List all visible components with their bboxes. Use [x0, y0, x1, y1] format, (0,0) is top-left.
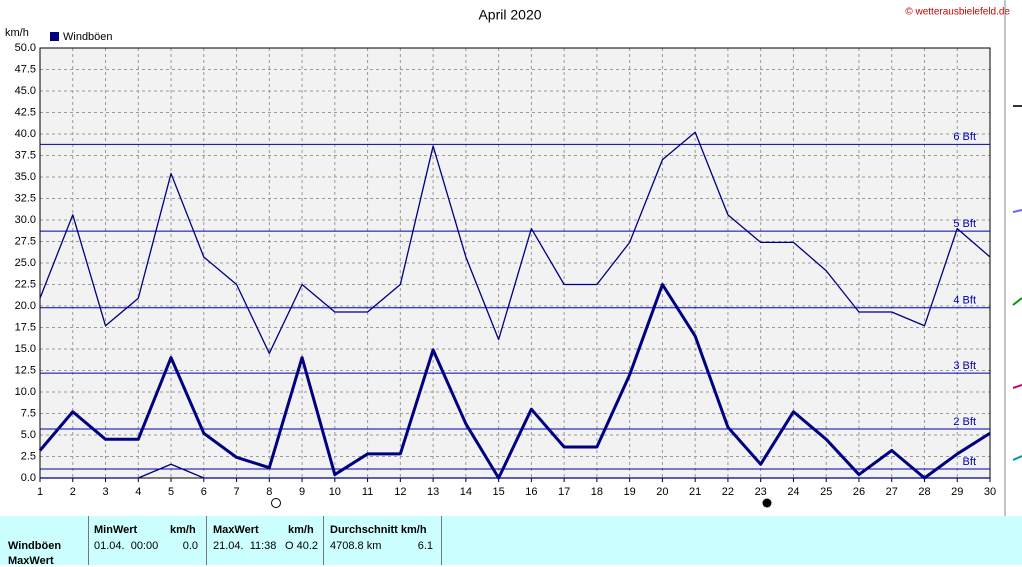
x-tick-label: 20: [656, 486, 668, 498]
cell: 01.04. 00:00: [94, 540, 159, 552]
row-label: Windböen: [8, 540, 62, 552]
x-tick-label: 22: [722, 486, 734, 498]
cell: 0.0: [182, 540, 198, 552]
reference-label: 4 Bft: [953, 295, 976, 307]
x-tick-label: 12: [394, 486, 406, 498]
reference-label: 5 Bft: [953, 218, 976, 230]
y-tick-label: 0.0: [21, 472, 36, 484]
moon-full: [271, 498, 281, 508]
x-tick-label: 1: [37, 486, 43, 498]
x-tick-label: 9: [299, 486, 305, 498]
x-tick-label: 14: [460, 486, 472, 498]
cell: O 40.2: [284, 540, 318, 552]
y-tick-label: 2.5: [21, 450, 36, 462]
x-tick-label: 19: [624, 486, 636, 498]
reference-label: 2 Bft: [953, 416, 976, 428]
x-tick-label: 10: [329, 486, 341, 498]
x-tick-label: 4: [135, 486, 141, 498]
y-tick-label: 5.0: [21, 429, 36, 441]
x-tick-label: 13: [427, 486, 439, 498]
row-label: MaxWert: [8, 555, 54, 567]
separator: [323, 516, 324, 565]
x-tick-label: 24: [787, 486, 799, 498]
x-tick-label: 27: [886, 486, 898, 498]
reference-label: 6 Bft: [953, 131, 976, 143]
y-tick-label: 45.0: [15, 85, 36, 97]
x-tick-label: 11: [362, 486, 373, 498]
header: MaxWert: [213, 524, 259, 536]
x-tick-label: 25: [820, 486, 832, 498]
y-tick-label: 20.0: [15, 300, 36, 312]
cell: 21.04. 11:38: [213, 540, 277, 552]
y-tick-label: 50.0: [15, 42, 36, 54]
header: km/h: [170, 524, 196, 536]
y-tick-label: 7.5: [21, 407, 36, 419]
side-mark: [1012, 209, 1022, 213]
x-tick-label: 5: [168, 486, 174, 498]
header: Durchschnitt km/h: [330, 524, 427, 536]
x-tick-label: 7: [233, 486, 239, 498]
side-mark: [1012, 297, 1022, 306]
y-tick-label: 35.0: [15, 171, 36, 183]
credit: © wetterausbielefeld.de: [905, 7, 1010, 18]
y-tick-label: 32.5: [15, 192, 36, 204]
legend-swatch: [50, 32, 59, 41]
y-tick-label: 22.5: [15, 278, 36, 290]
x-tick-label: 21: [689, 486, 701, 498]
x-tick-label: 8: [266, 486, 272, 498]
y-tick-label: 47.5: [15, 63, 36, 75]
header: MinWert: [94, 524, 138, 536]
data-line: [39, 131, 991, 354]
stats-panel: MinWert km/h MaxWert km/h Durchschnitt k…: [0, 516, 1022, 567]
header: km/h: [288, 524, 314, 536]
y-tick-label: 10.0: [15, 386, 36, 398]
separator: [88, 516, 89, 565]
chart-title: April 2020: [478, 7, 541, 23]
y-unit: km/h: [5, 27, 29, 39]
y-tick-label: 17.5: [15, 321, 36, 333]
y-tick-label: 37.5: [15, 149, 36, 161]
separator: [206, 516, 207, 565]
side-mark: [1012, 384, 1022, 389]
data-line: [38, 283, 991, 480]
x-tick-label: 28: [918, 486, 930, 498]
y-tick-label: 40.0: [15, 128, 36, 140]
x-tick-label: 18: [591, 486, 603, 498]
reference-label: 3 Bft: [953, 360, 976, 372]
y-tick-label: 42.5: [15, 106, 36, 118]
cell: 6.1: [417, 540, 433, 552]
x-tick-label: 26: [853, 486, 865, 498]
moon-new: [762, 498, 772, 508]
chart: April 2020 km/h © wetterausbielefeld.de …: [5, 0, 1022, 516]
x-tick-label: 15: [492, 486, 504, 498]
y-tick-label: 30.0: [15, 214, 36, 226]
x-tick-label: 2: [70, 486, 76, 498]
reference-label: Bft: [963, 456, 976, 468]
data-line: [40, 463, 990, 479]
x-tick-label: 23: [755, 486, 767, 498]
x-tick-label: 29: [951, 486, 963, 498]
x-tick-label: 3: [102, 486, 108, 498]
y-tick-label: 25.0: [15, 257, 36, 269]
y-tick-label: 12.5: [15, 364, 36, 376]
x-tick-label: 30: [984, 486, 996, 498]
legend-label: Windböen: [63, 31, 113, 43]
cell: 4708.8 km: [330, 540, 382, 552]
x-tick-label: 16: [525, 486, 537, 498]
y-tick-label: 15.0: [15, 343, 36, 355]
y-tick-label: 27.5: [15, 235, 36, 247]
separator: [441, 516, 442, 565]
x-tick-label: 17: [558, 486, 570, 498]
side-mark: [1012, 455, 1022, 461]
x-tick-label: 6: [201, 486, 207, 498]
